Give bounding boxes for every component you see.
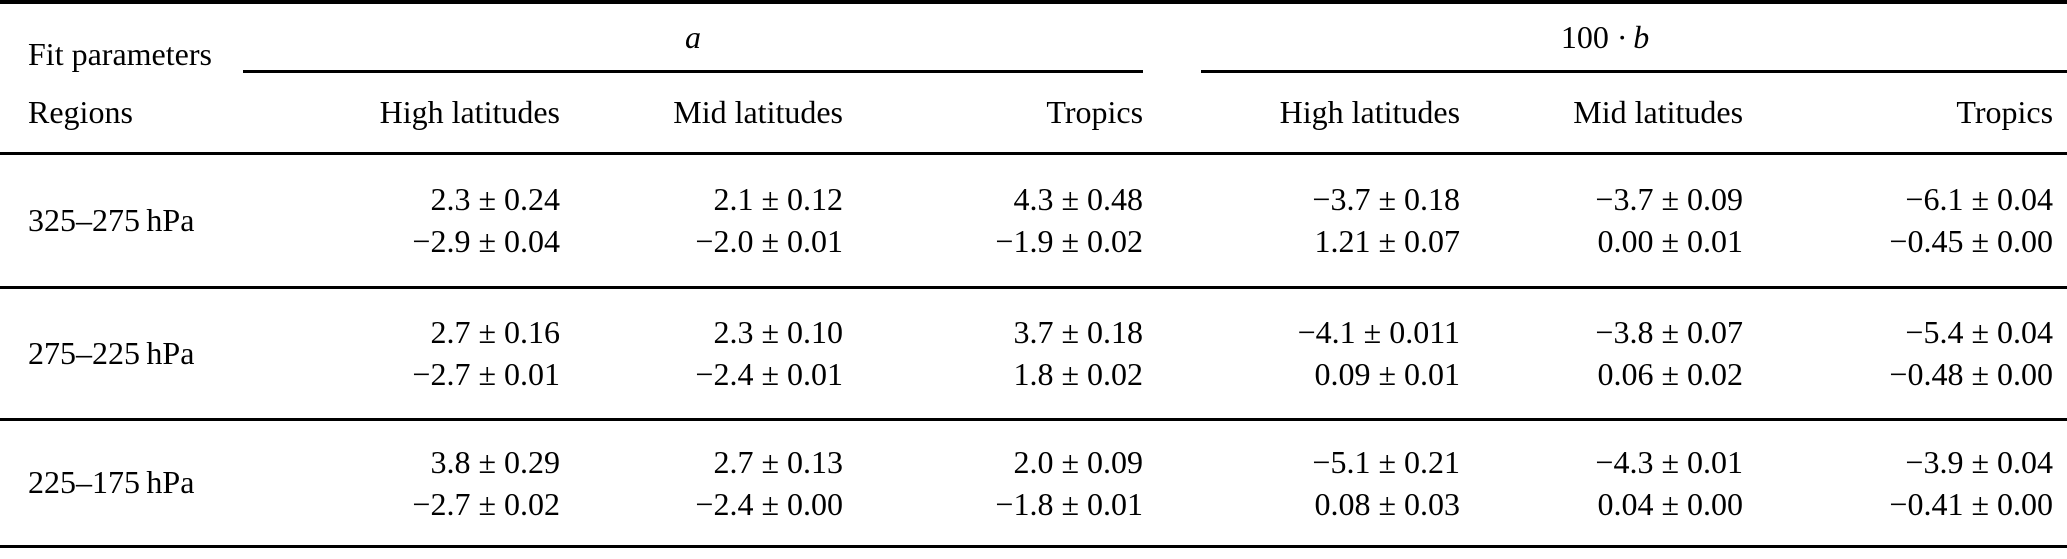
value-bottom: −2.4 ± 0.01 — [695, 356, 843, 392]
group-header-a: a — [243, 2, 1144, 73]
value-top: 2.7 ± 0.13 — [713, 443, 843, 480]
row-label: 275–225 hPa — [28, 334, 195, 371]
data-cell: 2.7 ± 0.13 −2.4 ± 0.00 — [560, 419, 843, 546]
column-header-a-high-latitudes: High latitudes — [379, 93, 560, 130]
row-label: 325–275 hPa — [28, 201, 195, 238]
value-top: −3.7 ± 0.09 — [1595, 181, 1744, 217]
value-top: −4.1 ± 0.011 — [1297, 314, 1461, 350]
group-b-variable: b — [1633, 18, 1650, 55]
value-top: −5.4 ± 0.04 — [1905, 314, 2054, 350]
value-top: 2.3 ± 0.24 — [430, 181, 560, 217]
column-header-b-mid-latitudes: Mid latitudes — [1573, 93, 1744, 130]
table-row-225-175: 225–175 hPa 3.8 ± 0.29 −2.7 ± 0.02 2.7 ±… — [0, 419, 2067, 546]
value-bottom: 0.09 ± 0.01 — [1314, 356, 1461, 392]
value-top: −3.9 ± 0.04 — [1905, 443, 2054, 480]
table-header: Fit parameters a 100 · b Regions High la… — [0, 2, 2067, 153]
group-a-variable: a — [685, 18, 701, 55]
data-cell: −5.4 ± 0.04 −0.48 ± 0.00 — [1743, 287, 2067, 419]
data-cell: 4.3 ± 0.48 −1.9 ± 0.02 — [843, 153, 1143, 287]
value-top: 2.1 ± 0.12 — [713, 181, 843, 217]
value-bottom: 1.8 ± 0.02 — [1013, 356, 1144, 392]
value-bottom: 0.00 ± 0.01 — [1597, 223, 1744, 259]
data-cell: −3.9 ± 0.04 −0.41 ± 0.00 — [1743, 419, 2067, 546]
data-cell: 2.7 ± 0.16 −2.7 ± 0.01 — [243, 287, 560, 419]
group-header-100b: 100 · b — [1143, 2, 2067, 73]
column-header-row: Regions High latitudes Mid latitudes Tro… — [0, 73, 2067, 153]
data-cell: −4.1 ± 0.011 0.09 ± 0.01 — [1143, 287, 1460, 419]
group-b-underline — [1201, 70, 2067, 73]
data-cell: 2.1 ± 0.12 −2.0 ± 0.01 — [560, 153, 843, 287]
data-cell: −4.3 ± 0.01 0.04 ± 0.00 — [1460, 419, 1743, 546]
column-header-a-mid-latitudes: Mid latitudes — [673, 93, 843, 130]
table-row-325-275: 325–275 hPa 2.3 ± 0.24 −2.9 ± 0.04 2.1 ±… — [0, 153, 2067, 287]
value-bottom: −2.0 ± 0.01 — [695, 223, 843, 259]
value-bottom: 0.04 ± 0.00 — [1597, 485, 1744, 522]
data-cell: −3.8 ± 0.07 0.06 ± 0.02 — [1460, 287, 1743, 419]
group-a-underline — [243, 70, 1144, 73]
value-bottom: −2.7 ± 0.02 — [412, 485, 560, 522]
data-cell: −5.1 ± 0.21 0.08 ± 0.03 — [1143, 419, 1460, 546]
data-cell: −3.7 ± 0.18 1.21 ± 0.07 — [1143, 153, 1460, 287]
data-cell: −6.1 ± 0.04 −0.45 ± 0.00 — [1743, 153, 2067, 287]
group-header-row: Fit parameters a 100 · b — [0, 2, 2067, 73]
value-bottom: −1.9 ± 0.02 — [995, 223, 1144, 259]
value-top: −4.3 ± 0.01 — [1595, 443, 1744, 480]
row-label: 225–175 hPa — [28, 464, 195, 500]
corner-label-regions: Regions — [28, 93, 133, 130]
value-bottom: 0.08 ± 0.03 — [1314, 485, 1461, 522]
value-top: 2.0 ± 0.09 — [1013, 443, 1144, 480]
data-cell: 3.8 ± 0.29 −2.7 ± 0.02 — [243, 419, 560, 546]
value-bottom: 1.21 ± 0.07 — [1314, 223, 1461, 259]
column-header-b-high-latitudes: High latitudes — [1279, 93, 1461, 130]
value-bottom: −0.48 ± 0.00 — [1889, 356, 2054, 392]
value-top: 3.7 ± 0.18 — [1013, 314, 1144, 350]
group-a-label: a — [243, 4, 1143, 70]
data-cell: 2.0 ± 0.09 −1.8 ± 0.01 — [843, 419, 1143, 546]
data-cell: 2.3 ± 0.10 −2.4 ± 0.01 — [560, 287, 843, 419]
value-bottom: 0.06 ± 0.02 — [1597, 356, 1744, 392]
data-cell: 2.3 ± 0.24 −2.9 ± 0.04 — [243, 153, 560, 287]
table-row-275-225: 275–225 hPa 2.7 ± 0.16 −2.7 ± 0.01 2.3 ±… — [0, 287, 2067, 419]
value-bottom: −2.7 ± 0.01 — [412, 356, 560, 392]
value-top: −5.1 ± 0.21 — [1312, 443, 1461, 480]
data-cell: −3.7 ± 0.09 0.00 ± 0.01 — [1460, 153, 1743, 287]
value-top: 4.3 ± 0.48 — [1013, 181, 1144, 217]
column-header-a-tropics: Tropics — [1046, 93, 1144, 130]
data-cell: 3.7 ± 0.18 1.8 ± 0.02 — [843, 287, 1143, 419]
group-b-prefix: 100 · — [1560, 18, 1628, 55]
value-top: −3.7 ± 0.18 — [1312, 181, 1461, 217]
value-top: 2.3 ± 0.10 — [713, 314, 843, 350]
value-bottom: −0.41 ± 0.00 — [1889, 485, 2054, 522]
table-body: 325–275 hPa 2.3 ± 0.24 −2.9 ± 0.04 2.1 ±… — [0, 153, 2067, 546]
value-top: −6.1 ± 0.04 — [1905, 181, 2054, 217]
value-bottom: −2.4 ± 0.00 — [695, 485, 843, 522]
value-bottom: −1.8 ± 0.01 — [995, 485, 1144, 522]
value-top: 2.7 ± 0.16 — [430, 314, 560, 350]
group-b-label: 100 · b — [1143, 4, 2067, 70]
value-bottom: −2.9 ± 0.04 — [412, 223, 560, 259]
value-top: −3.8 ± 0.07 — [1595, 314, 1744, 350]
column-header-b-tropics: Tropics — [1956, 93, 2054, 130]
corner-label-fit-parameters: Fit parameters — [28, 36, 212, 72]
value-top: 3.8 ± 0.29 — [430, 443, 560, 480]
value-bottom: −0.45 ± 0.00 — [1889, 223, 2054, 259]
